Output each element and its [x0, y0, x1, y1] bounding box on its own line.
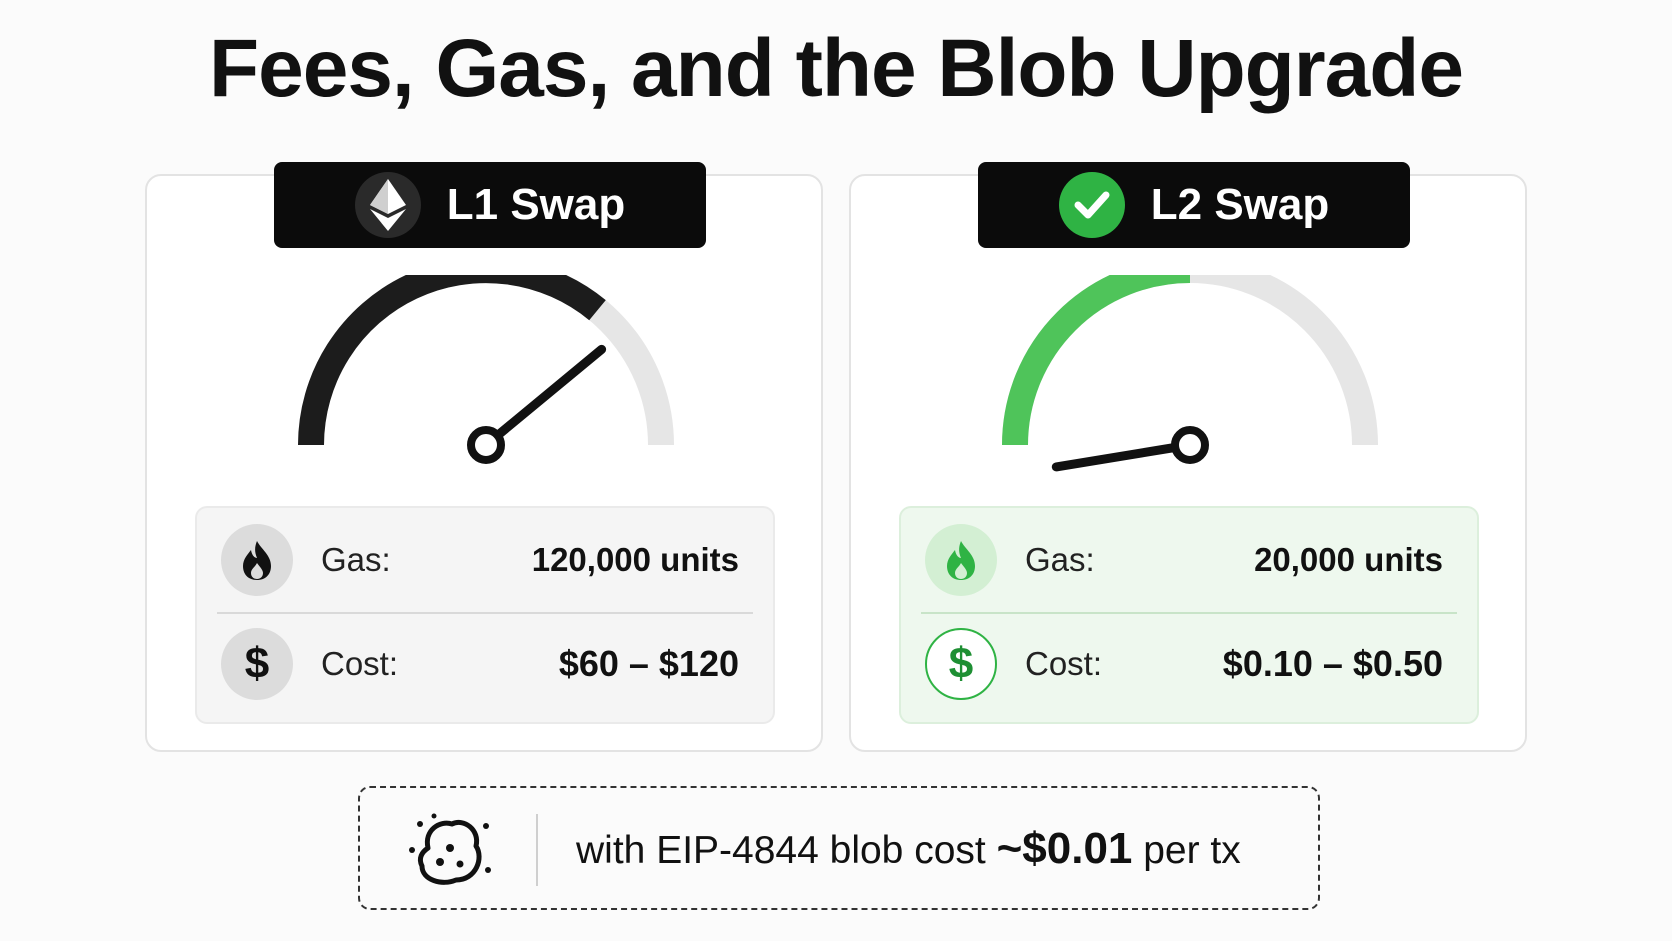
blob-cost-value: ~$0.01 — [996, 824, 1133, 873]
gauge-needle — [481, 344, 607, 450]
gas-row: Gas: 20,000 units — [901, 508, 1477, 612]
gas-label: Gas: — [321, 541, 391, 578]
gas-row: Gas: 120,000 units — [197, 508, 773, 612]
gauge-track — [298, 275, 674, 446]
cost-label: Cost: — [1025, 645, 1103, 682]
l2-stats-panel: Gas: 20,000 units $ Cost: $0.10 – $0.50 — [899, 506, 1479, 724]
gauge-fill — [1002, 275, 1191, 446]
l1-swap-card: L1 Swap Gas: 120,000 units $ Cost: $60 –… — [145, 162, 823, 752]
blob-cost-callout: with EIP-4844 blob cost ~$0.01 per tx — [358, 786, 1320, 910]
gauge-fill — [298, 275, 606, 446]
l1-swap-label: L1 Swap — [446, 180, 626, 229]
blob-cost-prefix: with EIP-4844 blob cost — [576, 829, 997, 872]
ethereum-icon — [354, 172, 421, 238]
gas-label: Gas: — [1025, 541, 1095, 578]
l1-swap-badge: L1 Swap — [274, 162, 706, 248]
gauge-hub — [1171, 426, 1209, 464]
dollar-icon: $ — [221, 628, 293, 700]
l2-swap-badge: L2 Swap — [978, 162, 1410, 248]
gas-value: 120,000 units — [531, 541, 739, 578]
l2-swap-card: L2 Swap Gas: 20,000 units $ Cost: $0.10 … — [849, 162, 1527, 752]
page-title: Fees, Gas, and the Blob Upgrade — [209, 23, 1464, 114]
checkmark-icon — [1058, 172, 1125, 238]
flame-icon — [925, 524, 997, 596]
blob-icon — [409, 813, 491, 885]
dollar-icon: $ — [925, 628, 997, 700]
l1-stats-panel: Gas: 120,000 units $ Cost: $60 – $120 — [195, 506, 775, 724]
cost-row: $ Cost: $60 – $120 — [197, 612, 773, 716]
callout-separator — [536, 814, 538, 886]
l2-gas-gauge — [1002, 275, 1378, 472]
stats-divider — [921, 612, 1457, 614]
l1-gas-gauge — [298, 275, 674, 464]
gauge-hub — [467, 426, 505, 464]
gauge-needle — [1051, 440, 1195, 472]
gas-value: 20,000 units — [1254, 541, 1443, 578]
blob-cost-text: with EIP-4844 blob cost ~$0.01 per tx — [576, 824, 1241, 874]
cost-value: $0.10 – $0.50 — [1222, 643, 1443, 684]
cost-row: $ Cost: $0.10 – $0.50 — [901, 612, 1477, 716]
cost-value: $60 – $120 — [558, 643, 739, 684]
stats-divider — [217, 612, 753, 614]
flame-icon — [221, 524, 293, 596]
gauge-track — [1002, 275, 1378, 446]
blob-cost-suffix: per tx — [1132, 829, 1241, 872]
cost-label: Cost: — [321, 645, 399, 682]
l2-swap-label: L2 Swap — [1150, 180, 1330, 229]
